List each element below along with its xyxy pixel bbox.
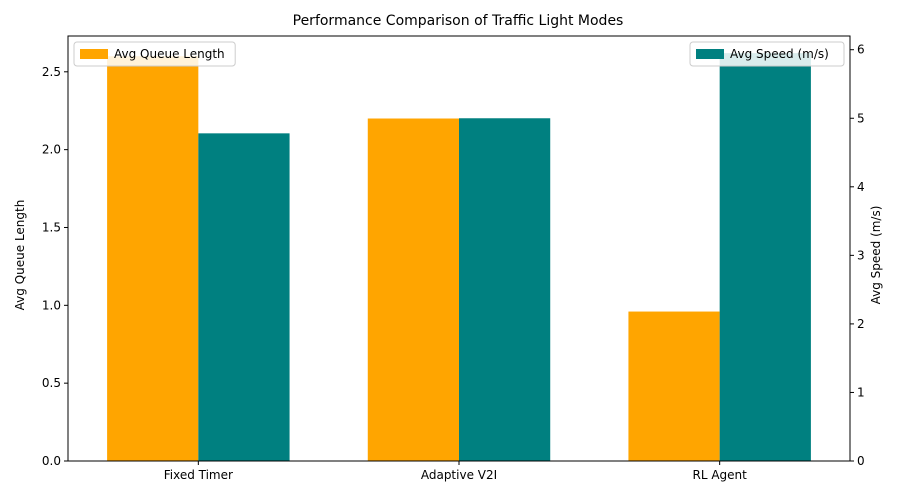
y-right-tick-label-3: 3 <box>857 248 865 262</box>
y-left-tick-label-5: 2.5 <box>42 65 61 79</box>
bars-group <box>107 53 811 462</box>
y-axis-left-label: Avg Queue Length <box>13 200 27 311</box>
chart-title: Performance Comparison of Traffic Light … <box>293 13 624 29</box>
y-left-tick-label-2: 1.0 <box>42 298 61 312</box>
y-left-tick-label-0: 0.0 <box>42 454 61 468</box>
legend-left-frame <box>73 41 236 67</box>
y-left-tick-label-4: 2.0 <box>42 143 61 157</box>
y-left-tick-label-1: 0.5 <box>42 376 61 390</box>
bar-queue-2 <box>628 311 720 461</box>
legend-right-frame <box>689 41 845 67</box>
legend-left: Avg Queue Length <box>73 41 236 67</box>
legend-right: Avg Speed (m/s) <box>689 41 845 67</box>
y-right-tick-label-1: 1 <box>857 385 865 399</box>
y-left-tick-label-3: 1.5 <box>42 220 61 234</box>
y-right-tick-label-2: 2 <box>857 317 865 331</box>
legend-left-label: Avg Queue Length <box>114 47 225 61</box>
y-right-tick-label-4: 4 <box>857 180 865 194</box>
legend-right-label: Avg Speed (m/s) <box>730 47 829 61</box>
bar-speed-2 <box>719 53 811 462</box>
bar-queue-0 <box>107 56 199 461</box>
legend-left-swatch <box>80 49 108 59</box>
bar-speed-0 <box>198 133 290 461</box>
y-right-tick-label-0: 0 <box>857 454 865 468</box>
x-tick-label-2: RL Agent <box>692 468 747 482</box>
legend-right-swatch <box>696 49 724 59</box>
x-tick-label-0: Fixed Timer <box>164 468 233 482</box>
bar-speed-1 <box>459 118 551 462</box>
axes-group: 0.0 0.5 1.0 1.5 2.0 2.5 0 1 2 3 4 5 6 Fixed Timer Adap… <box>42 35 865 482</box>
y-right-tick-label-6: 6 <box>857 43 865 57</box>
bar-queue-1 <box>367 118 459 461</box>
y-axis-right-label: Avg Speed (m/s) <box>869 206 883 305</box>
x-tick-label-1: Adaptive V2I <box>421 468 497 482</box>
y-right-tick-label-5: 5 <box>857 111 865 125</box>
